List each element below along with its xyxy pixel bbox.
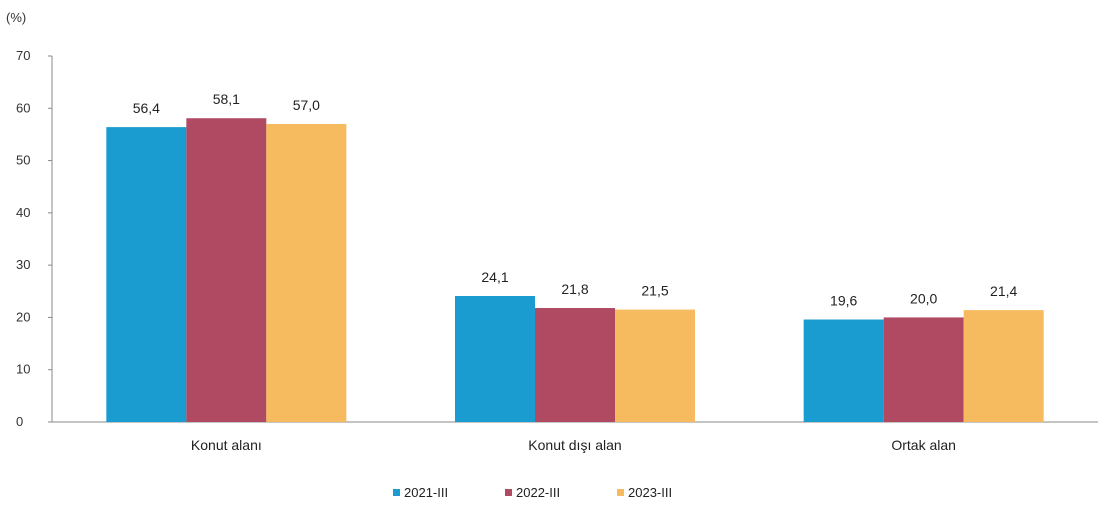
bar xyxy=(963,310,1044,422)
category-labels: Konut alanı Konut dışı alan Ortak alan xyxy=(191,437,956,453)
y-unit-label: (%) xyxy=(6,10,26,25)
y-tick-label: 0 xyxy=(16,414,23,429)
legend: 2021-III 2022-III 2023-III xyxy=(393,485,672,500)
data-label: 21,8 xyxy=(561,281,588,297)
y-tick-label: 40 xyxy=(16,205,30,220)
y-tick-label: 20 xyxy=(16,309,30,324)
bar xyxy=(455,295,535,422)
y-tick-label: 60 xyxy=(16,100,30,115)
category-label: Konut dışı alan xyxy=(528,437,621,453)
bar xyxy=(883,317,964,422)
data-label: 21,5 xyxy=(641,283,668,299)
data-label: 21,4 xyxy=(990,283,1017,299)
legend-label: 2023-III xyxy=(628,485,672,500)
legend-swatch xyxy=(505,489,512,496)
y-tick-label: 30 xyxy=(16,257,30,272)
bar xyxy=(106,127,187,422)
data-labels: 56,4 58,1 57,0 24,1 21,8 21,5 19,6 20,0 21,4 xyxy=(133,91,1018,308)
data-label: 24,1 xyxy=(481,269,508,285)
y-tick-label: 70 xyxy=(16,48,30,63)
data-label: 57,0 xyxy=(293,97,320,113)
category-label: Ortak alan xyxy=(891,437,956,453)
legend-label: 2021-III xyxy=(404,485,448,500)
data-label: 56,4 xyxy=(133,100,160,116)
bar xyxy=(615,309,695,422)
legend-label: 2022-III xyxy=(516,485,560,500)
bar xyxy=(535,308,615,422)
bars xyxy=(106,118,1044,422)
legend-swatch xyxy=(393,489,400,496)
bar xyxy=(803,319,884,422)
legend-swatch xyxy=(617,489,624,496)
data-label: 58,1 xyxy=(213,91,240,107)
data-label: 19,6 xyxy=(830,293,857,309)
data-label: 20,0 xyxy=(910,290,937,306)
y-tick-label: 10 xyxy=(16,362,30,377)
category-label: Konut alanı xyxy=(191,437,262,453)
y-tick-label: 50 xyxy=(16,153,30,168)
bar xyxy=(186,118,267,422)
bar xyxy=(266,123,347,422)
